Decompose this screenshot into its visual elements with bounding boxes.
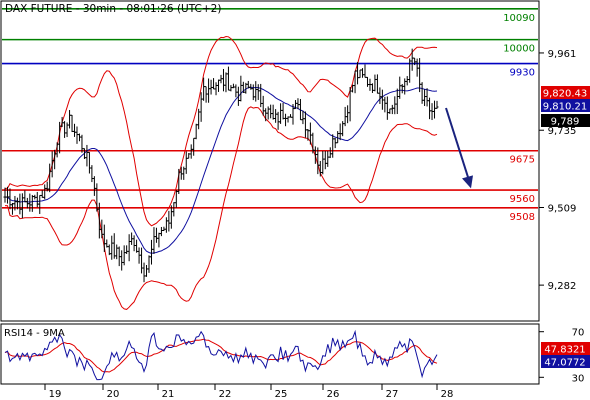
rsi-ma-line: [4, 338, 438, 373]
forecast-arrow: [445, 107, 473, 189]
level-label: 10000: [503, 44, 535, 55]
price-badge: [541, 99, 590, 112]
bollinger-upper-line: [4, 35, 438, 227]
candlesticks: [3, 48, 439, 283]
price-tick-label: 9,282: [548, 281, 577, 292]
bollinger-lower-line: [4, 106, 438, 310]
price-axis: 9,961 9,735 9,509 9,282: [539, 49, 576, 292]
level-label: 10090: [503, 13, 535, 24]
price-panel: [0, 0, 540, 322]
day-label: 21: [162, 389, 175, 400]
rsi-badge: [541, 342, 590, 355]
price-badges: 9,820.43 9,810.21 9,789: [541, 86, 590, 128]
price-badge-label: 9,810.21: [543, 102, 588, 113]
rsi-tick-label: 70: [572, 328, 585, 339]
rsi-badge: [541, 355, 590, 368]
level-label: 9930: [510, 68, 535, 79]
bollinger-bands: [4, 35, 438, 310]
rsi-lines: 70 30 47.8321 47.0772: [4, 328, 590, 384]
day-label: 28: [441, 389, 454, 400]
day-label: 26: [327, 389, 340, 400]
rsi-badge-label: 47.0772: [544, 358, 585, 369]
day-label: 20: [107, 389, 120, 400]
level-label: 9508: [510, 212, 535, 223]
horizontal-levels: 10090 10000 9930 9675 9560 9508: [2, 8, 538, 223]
price-tick-label: 9,509: [548, 204, 577, 215]
level-label: 9560: [510, 194, 535, 205]
price-badge-label: 9,820.43: [543, 89, 588, 100]
rsi-label: RSI14 - 9MA: [4, 328, 65, 339]
level-label: 9675: [510, 155, 535, 166]
rsi-badge-label: 47.8321: [544, 345, 585, 356]
candle: [435, 100, 439, 109]
price-badge-label: 9,789: [551, 117, 580, 128]
chart-title: DAX FUTURE - 30min - 08:01:26 (UTC+2): [5, 3, 221, 15]
price-badge: [541, 86, 590, 99]
forecast-arrow-shaft: [445, 107, 470, 181]
time-axis: 19 20 21 22 25 26 27 28: [44, 384, 454, 400]
day-label: 25: [275, 389, 288, 400]
rsi-line: [4, 329, 438, 381]
day-label: 22: [219, 389, 232, 400]
price-tick-label: 9,961: [548, 49, 577, 60]
day-label: 19: [49, 389, 62, 400]
rsi-panel: [0, 323, 540, 385]
price-tick-label: 9,735: [548, 126, 577, 137]
forecast-arrow-head: [462, 175, 473, 189]
moving-average-line: [4, 86, 438, 254]
price-badge: [541, 114, 590, 127]
rsi-tick-label: 30: [572, 373, 585, 384]
day-label: 27: [386, 389, 399, 400]
